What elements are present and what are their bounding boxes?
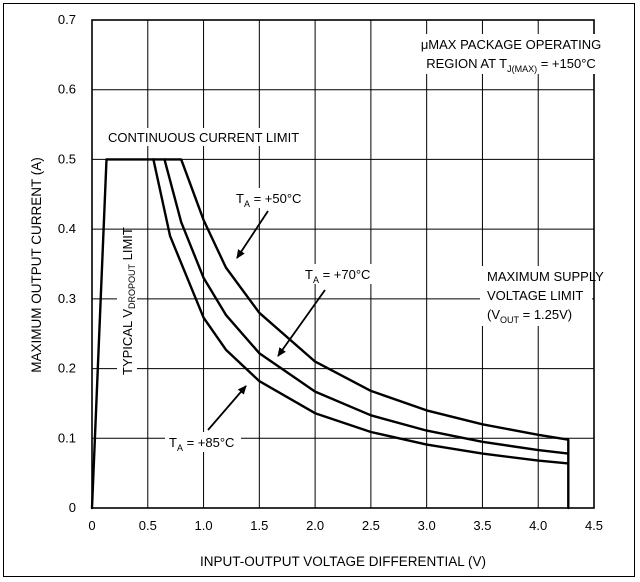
y-tick-label: 0.3 bbox=[58, 291, 76, 306]
current-limit-label: CONTINUOUS CURRENT LIMIT bbox=[108, 130, 299, 145]
y-tick-labels: 0 0.1 0.2 0.3 0.4 0.5 0.6 0.7 bbox=[58, 12, 76, 515]
x-tick-label: 0.5 bbox=[139, 518, 157, 533]
current-limit-label-bg bbox=[104, 128, 298, 146]
series-label-70-rest: = +70°C bbox=[319, 267, 370, 282]
arrow-85 bbox=[207, 385, 247, 431]
series-label-85-rest: = +85°C bbox=[183, 435, 234, 450]
series-label-70-bg bbox=[301, 264, 377, 284]
series-label-50-sub: A bbox=[244, 199, 250, 209]
package-label-line1: μMAX PACKAGE OPERATING bbox=[421, 37, 601, 52]
y-axis-title: MAXIMUM OUTPUT CURRENT (A) bbox=[29, 157, 44, 373]
y-tick-label: 0.5 bbox=[58, 151, 76, 166]
supply-label-main: (V bbox=[487, 307, 500, 322]
arrow-50 bbox=[236, 210, 269, 259]
package-label-main: REGION AT T bbox=[426, 56, 507, 71]
supply-label-bg bbox=[480, 266, 592, 326]
x-tick-label: 1.5 bbox=[250, 518, 268, 533]
y-tick-label: 0.4 bbox=[58, 221, 76, 236]
series-label-50-bg bbox=[232, 188, 308, 208]
y-tick-label: 0 bbox=[69, 500, 76, 515]
dropout-label-sub: DROPOUT bbox=[127, 264, 137, 310]
series-line-2 bbox=[152, 158, 570, 465]
supply-label-line2: VOLTAGE LIMIT bbox=[487, 288, 583, 303]
x-tick-label: 0 bbox=[88, 518, 95, 533]
dropout-label-rest: LIMIT bbox=[120, 227, 135, 264]
y-tick-label: 0.2 bbox=[58, 361, 76, 376]
series-label-50: TA = +50°C bbox=[236, 191, 301, 209]
series-label-85-bg bbox=[165, 432, 241, 452]
y-tick-label: 0.6 bbox=[58, 82, 76, 97]
x-tick-label: 1.0 bbox=[195, 518, 213, 533]
x-tick-label: 2.5 bbox=[362, 518, 380, 533]
series-line-0 bbox=[90, 158, 570, 510]
plot-area-border bbox=[91, 19, 595, 509]
x-tick-labels: 0 0.5 1.0 1.5 2.0 2.5 3.0 3.5 4.0 4.5 bbox=[88, 518, 603, 533]
package-label-sub: J(MAX) bbox=[507, 64, 537, 74]
series-label-85: TA = +85°C bbox=[169, 435, 234, 453]
x-tick-label: 4.0 bbox=[529, 518, 547, 533]
package-label-bg bbox=[410, 34, 600, 74]
arrow-70 bbox=[277, 289, 326, 357]
series-label-70-main: T bbox=[305, 267, 313, 282]
series-label-70: TA = +70°C bbox=[305, 267, 370, 285]
series-line-1 bbox=[163, 158, 570, 455]
package-label-line2: REGION AT TJ(MAX) = +150°C bbox=[426, 56, 596, 74]
x-tick-label: 4.5 bbox=[585, 518, 603, 533]
supply-label-sub: OUT bbox=[500, 315, 520, 325]
y-tick-label: 0.1 bbox=[58, 430, 76, 445]
supply-label-line3: (VOUT = 1.25V) bbox=[487, 307, 572, 325]
dropout-label-bg bbox=[117, 230, 137, 378]
dropout-label-main: TYPICAL V bbox=[120, 309, 135, 375]
series-label-50-rest: = +50°C bbox=[250, 191, 301, 206]
x-tick-label: 3.0 bbox=[418, 518, 436, 533]
x-tick-label: 3.5 bbox=[473, 518, 491, 533]
dropout-label: TYPICAL VDROPOUT LIMIT bbox=[120, 227, 137, 375]
x-axis-title: INPUT-OUTPUT VOLTAGE DIFFERENTIAL (V) bbox=[200, 554, 486, 569]
supply-label-rest: = 1.25V) bbox=[519, 307, 572, 322]
package-label-rest: = +150°C bbox=[537, 56, 596, 71]
series-label-70-sub: A bbox=[313, 275, 319, 285]
series-label-85-sub: A bbox=[177, 443, 183, 453]
x-tick-label: 2.0 bbox=[306, 518, 324, 533]
series-label-50-main: T bbox=[236, 191, 244, 206]
y-tick-label: 0.7 bbox=[58, 12, 76, 27]
supply-label-line1: MAXIMUM SUPPLY bbox=[487, 269, 604, 284]
series-lines bbox=[90, 158, 570, 510]
series-label-85-main: T bbox=[169, 435, 177, 450]
